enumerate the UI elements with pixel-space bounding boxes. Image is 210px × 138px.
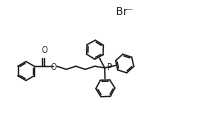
Text: Br⁻: Br⁻ — [117, 7, 133, 17]
Text: O: O — [41, 46, 47, 55]
Text: P: P — [106, 63, 111, 72]
Text: O: O — [50, 63, 56, 72]
Text: +: + — [107, 64, 113, 69]
